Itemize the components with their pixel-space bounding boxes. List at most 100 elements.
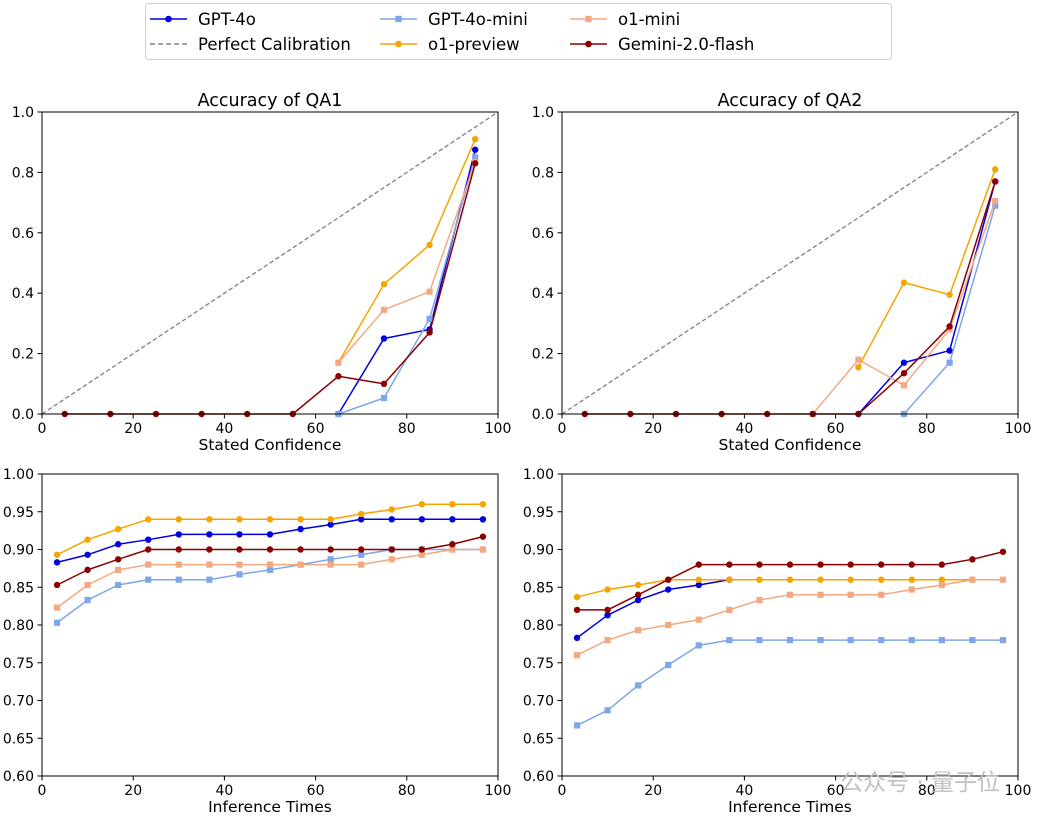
- data-point: [84, 536, 91, 543]
- series-o1-mini: [573, 576, 1007, 659]
- data-point: [53, 551, 61, 558]
- data-point: [847, 591, 854, 598]
- series-gemini-2-0-flash: [573, 548, 1007, 614]
- data-point: [726, 576, 733, 583]
- data-point: [908, 576, 915, 583]
- data-point: [266, 546, 274, 553]
- x-tick-label: 40: [735, 421, 753, 437]
- data-point: [114, 556, 122, 563]
- data-point: [206, 516, 213, 523]
- data-point: [999, 548, 1007, 555]
- data-point: [855, 356, 862, 363]
- data-point: [786, 591, 794, 598]
- data-point: [992, 197, 999, 205]
- series-line-gpt-4o: [337, 149, 476, 415]
- data-point: [327, 516, 334, 523]
- legend-entry-perfect-calibration: Perfect Calibration: [150, 35, 351, 54]
- series-line-gemini-2-0-flash: [64, 163, 476, 415]
- data-point: [938, 561, 946, 568]
- data-point: [604, 637, 611, 644]
- y-tick-label: 0.80: [523, 618, 554, 634]
- legend: GPT-4o Perfect Calibration GPT-4o-mini o1-p…: [145, 3, 892, 60]
- data-point: [380, 306, 388, 313]
- data-point: [358, 561, 365, 568]
- x-tick-label: 100: [1005, 783, 1032, 799]
- data-point: [695, 581, 702, 589]
- series-line-o1-preview: [857, 169, 996, 368]
- chart-panels: 0 20 40 60 80 100 0.0 0.2 0.4 0.6 0.8 1.0 Accuracy o…: [3, 91, 1032, 816]
- y-tick-label: 0.90: [3, 543, 34, 559]
- data-point: [53, 559, 61, 566]
- data-point: [206, 531, 213, 538]
- legend-label: o1-mini: [618, 10, 680, 29]
- perfect-calibration-line: [561, 111, 1019, 415]
- data-point: [908, 637, 915, 644]
- data-point: [479, 501, 487, 508]
- data-point: [946, 291, 953, 298]
- data-point: [327, 556, 334, 563]
- series-gpt-4o: [573, 576, 733, 642]
- data-point: [388, 546, 395, 553]
- series-gemini-2-0-flash: [53, 533, 487, 589]
- x-tick-label: 0: [38, 783, 47, 799]
- series-line-o1-preview: [337, 138, 476, 364]
- chart-panel-1: 0 20 40 60 80 100 0.0 0.2 0.4 0.6 0.8 1.0 Accuracy o…: [12, 91, 512, 454]
- data-point: [418, 546, 426, 553]
- legend-label: GPT-4o-mini: [428, 10, 528, 29]
- x-tick-label: 60: [827, 783, 845, 799]
- data-point: [175, 546, 182, 553]
- series-gpt-4o: [855, 178, 999, 418]
- x-axis-label: Stated Confidence: [199, 436, 342, 454]
- data-point: [634, 581, 642, 589]
- data-point: [358, 546, 365, 553]
- data-point: [969, 576, 976, 583]
- x-tick-label: 0: [558, 783, 567, 799]
- data-point: [900, 279, 908, 286]
- y-tick-label: 1.0: [12, 105, 34, 121]
- data-point: [266, 516, 274, 523]
- y-tick-label: 0.60: [523, 769, 554, 785]
- y-tick-label: 0.4: [12, 286, 34, 302]
- data-point: [449, 501, 456, 508]
- legend-entry-o1-mini: o1-mini: [570, 10, 680, 29]
- data-point: [908, 561, 915, 568]
- legend-label: GPT-4o: [198, 10, 256, 29]
- data-point: [573, 593, 581, 601]
- data-point: [946, 359, 953, 366]
- y-tick-label: 0.65: [523, 731, 554, 747]
- data-point: [449, 546, 456, 553]
- data-point: [992, 166, 999, 173]
- data-point: [114, 525, 122, 533]
- data-point: [786, 561, 794, 568]
- data-point: [84, 581, 91, 589]
- data-point: [573, 652, 581, 659]
- y-tick-label: 0.85: [523, 580, 554, 596]
- data-point: [604, 586, 611, 593]
- x-tick-label: 80: [918, 783, 936, 799]
- x-tick-label: 40: [735, 783, 753, 799]
- data-point: [938, 637, 945, 644]
- data-point: [297, 561, 304, 568]
- legend-frame: [145, 3, 892, 60]
- data-point: [327, 561, 334, 568]
- data-point: [726, 561, 733, 568]
- data-point: [145, 516, 152, 523]
- plot-frame: [41, 111, 499, 415]
- data-point: [84, 551, 91, 558]
- data-point: [479, 533, 487, 540]
- data-point: [472, 135, 479, 143]
- y-tick-label: 0.2: [532, 347, 554, 363]
- data-point: [665, 621, 672, 629]
- data-point: [992, 202, 999, 209]
- series-o1-preview: [53, 501, 487, 558]
- data-point: [695, 576, 702, 583]
- x-tick-label: 100: [485, 783, 512, 799]
- series-line-o1-mini: [337, 161, 476, 364]
- data-point: [847, 576, 854, 583]
- x-tick-label: 80: [398, 783, 416, 799]
- data-point: [175, 531, 182, 538]
- data-point: [665, 576, 672, 583]
- data-point: [266, 531, 274, 538]
- data-point: [665, 661, 672, 669]
- plot-frame: [561, 111, 1019, 415]
